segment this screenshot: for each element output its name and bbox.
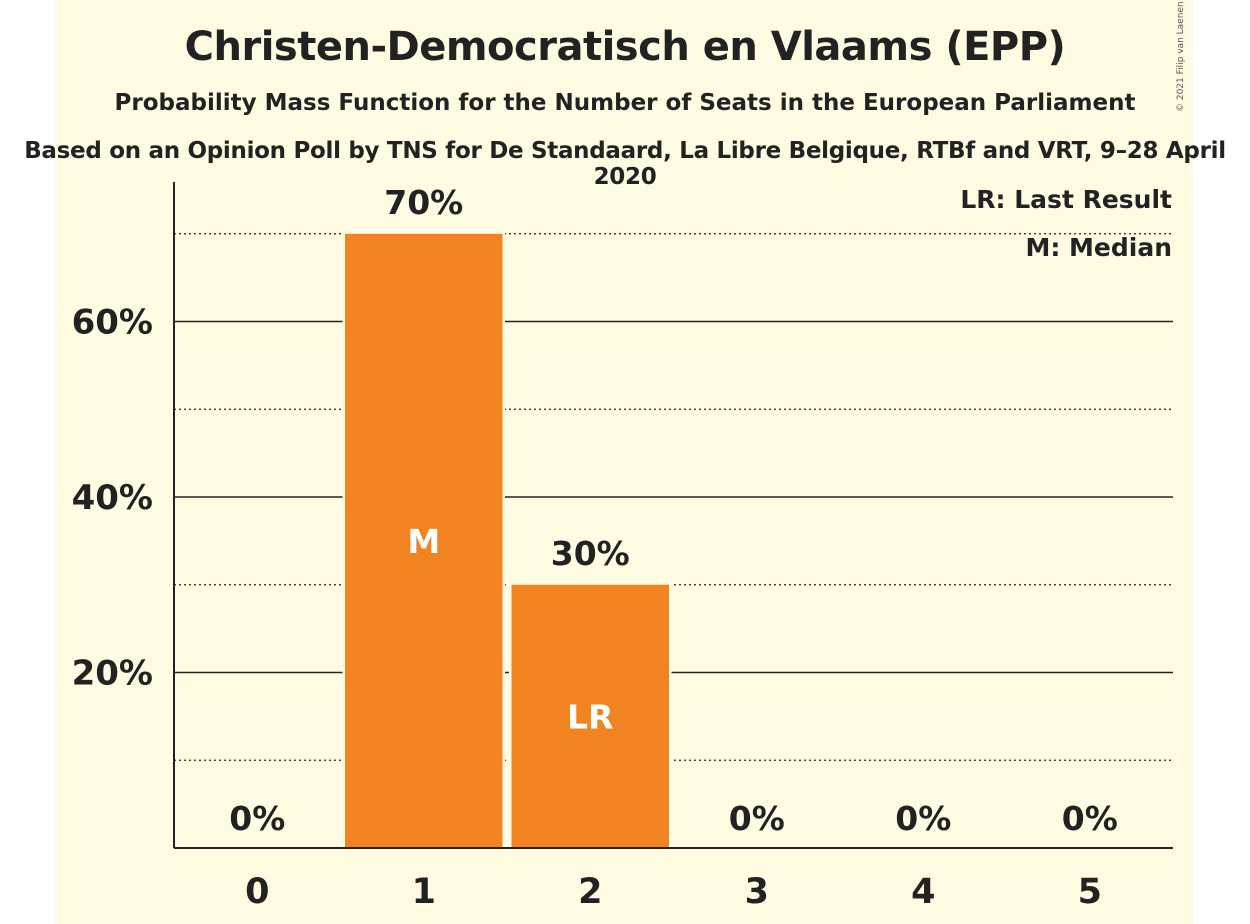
bar-marker-label: LR <box>567 697 613 736</box>
legend-median: M: Median <box>1025 233 1172 262</box>
bar <box>345 233 503 848</box>
bar <box>511 584 669 848</box>
bar-value-label: 0% <box>895 799 951 838</box>
x-tick-label: 4 <box>911 872 935 912</box>
chart-source: Based on an Opinion Poll by TNS for De S… <box>24 138 1226 190</box>
y-tick-label: 40% <box>72 478 153 518</box>
bar-value-label: 70% <box>384 183 463 222</box>
x-tick-label: 2 <box>578 872 602 912</box>
x-tick-label: 3 <box>745 872 769 912</box>
bar-value-label: 0% <box>729 799 785 838</box>
gridlines <box>174 233 1173 761</box>
legend-last-result: LR: Last Result <box>960 185 1172 214</box>
bars <box>342 230 672 848</box>
y-tick-label: 20% <box>72 654 153 694</box>
bar-marker-label: M <box>407 522 440 561</box>
y-tick-label: 60% <box>72 303 153 343</box>
chart-subtitle: Probability Mass Function for the Number… <box>114 90 1136 116</box>
x-tick-label: 1 <box>412 872 436 912</box>
x-tick-label: 5 <box>1078 872 1102 912</box>
axes <box>173 182 1173 849</box>
x-tick-label: 0 <box>245 872 269 912</box>
chart-title: Christen-Democratisch en Vlaams (EPP) <box>184 24 1066 70</box>
bar-value-label: 0% <box>229 799 285 838</box>
bar-value-label: 0% <box>1062 799 1118 838</box>
bar-value-label: 30% <box>551 534 630 573</box>
